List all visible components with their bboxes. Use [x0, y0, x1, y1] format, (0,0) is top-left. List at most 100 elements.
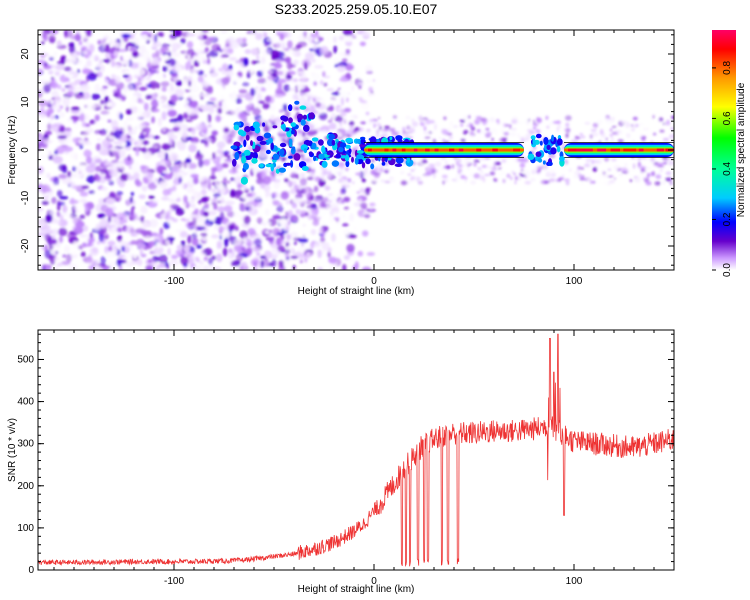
colorbar-tick-label: 0.2	[722, 212, 733, 226]
noise-blob	[145, 171, 153, 175]
noise-blob	[163, 221, 170, 230]
noise-blob	[408, 127, 414, 130]
noise-blob	[428, 164, 436, 166]
noise-blob	[347, 92, 351, 95]
noise-blob	[64, 151, 69, 155]
noise-blob	[363, 166, 368, 175]
noise-blob	[375, 134, 379, 138]
noise-blob	[244, 204, 255, 207]
noise-blob	[349, 124, 354, 130]
noise-blob	[424, 136, 431, 139]
transition-blob	[360, 136, 366, 140]
noise-blob	[327, 159, 333, 164]
noise-blob	[357, 250, 363, 257]
noise-blob	[476, 129, 481, 133]
noise-blob	[279, 33, 285, 41]
noise-blob	[670, 127, 674, 130]
noise-blob	[313, 81, 317, 86]
noise-blob	[107, 135, 116, 140]
noise-blob	[321, 97, 325, 105]
noise-blob	[257, 62, 262, 69]
noise-blob	[304, 52, 315, 60]
noise-blob	[384, 125, 390, 130]
noise-blob	[209, 71, 219, 78]
noise-blob	[217, 145, 223, 155]
noise-blob	[568, 168, 572, 173]
noise-blob	[116, 87, 121, 97]
noise-blob	[281, 137, 286, 142]
noise-blob	[74, 153, 78, 161]
noise-blob	[474, 119, 480, 125]
noise-blob	[51, 247, 56, 256]
noise-blob	[130, 232, 137, 237]
noise-blob	[270, 49, 280, 59]
ridge-peak	[458, 148, 464, 152]
noise-blob	[156, 82, 160, 89]
noise-blob	[175, 79, 182, 87]
noise-blob	[460, 171, 466, 175]
spectrogram-y-ticks: -20 -10 0 10 20	[20, 34, 674, 266]
noise-blob	[605, 137, 608, 141]
noise-blob	[69, 248, 80, 255]
noise-blob	[258, 100, 265, 104]
noise-blob	[590, 128, 597, 133]
noise-blob	[446, 133, 453, 136]
noise-blob	[260, 56, 266, 64]
transition-blob	[389, 136, 393, 140]
noise-blob	[315, 102, 321, 108]
noise-blob	[611, 158, 617, 162]
noise-blob	[38, 99, 48, 107]
noise-blob	[51, 228, 60, 236]
noise-blob	[602, 170, 604, 173]
transition-blob	[348, 148, 352, 154]
noise-blob	[157, 93, 167, 102]
noise-blob	[62, 254, 67, 258]
noise-blob	[341, 213, 347, 219]
noise-blob	[345, 64, 354, 71]
noise-blob	[218, 240, 223, 250]
noise-blob	[333, 196, 337, 202]
noise-blob	[74, 33, 82, 42]
noise-blob	[98, 233, 105, 242]
noise-blob	[620, 180, 626, 185]
noise-blob	[400, 170, 405, 175]
noise-blob	[307, 176, 314, 181]
noise-blob	[64, 30, 68, 37]
noise-blob	[332, 113, 335, 116]
noise-blob	[659, 129, 665, 133]
noise-blob	[253, 193, 263, 201]
noise-blob	[253, 245, 260, 253]
noise-blob	[658, 117, 664, 122]
noise-blob	[599, 129, 604, 135]
noise-blob	[159, 227, 164, 235]
noise-blob	[276, 251, 281, 256]
noise-blob	[196, 55, 204, 63]
noise-blob	[551, 172, 556, 178]
noise-blob	[273, 93, 284, 98]
noise-blob	[354, 145, 359, 149]
transition-blob	[354, 157, 359, 165]
transition-blob	[355, 138, 363, 144]
noise-blob	[308, 79, 316, 88]
noise-blob	[185, 119, 193, 122]
noise-blob	[89, 73, 99, 78]
noise-blob	[214, 225, 219, 231]
transition-blob	[311, 142, 317, 150]
noise-blob	[58, 227, 68, 237]
noise-blob	[257, 77, 267, 84]
transition-blob	[288, 138, 293, 146]
noise-blob	[458, 163, 463, 168]
noise-blob	[122, 255, 132, 261]
noise-blob	[337, 87, 341, 90]
noise-blob	[231, 248, 236, 258]
transition-blob	[250, 140, 253, 147]
noise-blob	[321, 241, 330, 251]
noise-blob	[640, 133, 643, 138]
noise-blob	[99, 131, 107, 136]
noise-blob	[297, 41, 308, 48]
noise-blob	[120, 39, 124, 48]
noise-blob	[633, 156, 638, 161]
transition-blob	[308, 112, 315, 120]
noise-blob	[620, 167, 628, 173]
noise-blob	[290, 47, 301, 52]
